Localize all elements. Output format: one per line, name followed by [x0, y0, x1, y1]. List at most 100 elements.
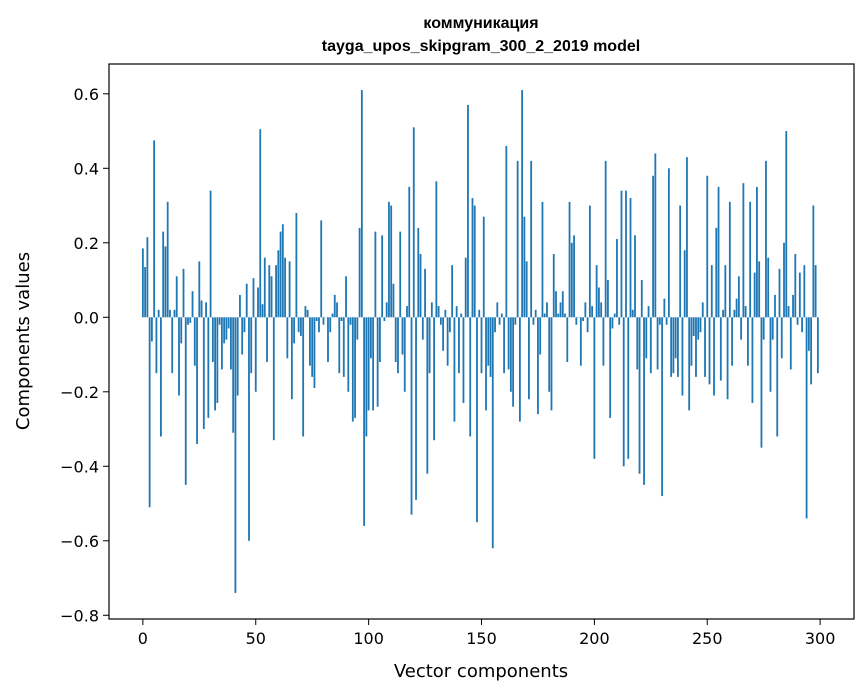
bar: [597, 287, 600, 318]
bar: [787, 306, 790, 318]
bar: [437, 306, 440, 318]
bar: [248, 317, 250, 541]
bar: [259, 129, 262, 318]
bar: [537, 317, 539, 415]
bar: [435, 181, 438, 318]
bar: [735, 298, 738, 318]
bar: [523, 216, 526, 318]
bar: [171, 317, 174, 374]
bar: [561, 291, 564, 318]
bar: [365, 317, 368, 437]
bar: [719, 317, 722, 381]
bar: [756, 186, 758, 318]
bar: [778, 268, 781, 318]
bar: [645, 317, 648, 359]
bar: [333, 294, 336, 318]
bar: [478, 309, 481, 318]
bar: [180, 317, 183, 344]
bar: [216, 317, 219, 403]
bar: [724, 265, 727, 318]
x-tick-label: 100: [353, 629, 384, 648]
bar: [518, 317, 521, 422]
bar: [783, 242, 785, 318]
bar: [751, 317, 754, 403]
bar: [198, 261, 201, 318]
bar: [155, 317, 158, 374]
bar: [439, 317, 442, 325]
bar: [728, 201, 731, 318]
bar: [812, 205, 815, 318]
bar: [733, 309, 736, 318]
bar: [209, 190, 212, 318]
bar: [430, 302, 433, 318]
bar: [742, 183, 745, 318]
bar: [442, 317, 445, 351]
bar: [715, 227, 718, 318]
bar: [688, 317, 691, 411]
bar: [385, 302, 388, 318]
bar: [207, 317, 210, 418]
bar: [473, 205, 476, 318]
bar: [618, 317, 621, 325]
bar: [604, 160, 607, 318]
bar: [166, 201, 169, 318]
bar: [593, 317, 596, 459]
bar: [710, 265, 713, 318]
bar: [458, 317, 460, 374]
bar: [261, 304, 264, 318]
bar: [692, 317, 695, 336]
bar: [146, 237, 149, 318]
bar: [367, 317, 370, 411]
bar: [509, 317, 512, 392]
bar: [311, 317, 314, 377]
bar: [464, 257, 467, 318]
bar: [211, 317, 214, 362]
bar: [613, 313, 616, 318]
bar: [500, 313, 503, 318]
bar: [746, 317, 749, 366]
bar: [704, 317, 706, 377]
bar: [232, 317, 235, 433]
bar: [406, 306, 408, 318]
bar: [390, 205, 393, 318]
bar: [230, 317, 232, 370]
bar: [187, 317, 189, 325]
bar: [794, 253, 797, 318]
y-tick-label: −0.8: [60, 606, 99, 625]
bar: [254, 317, 257, 392]
bar: [512, 317, 515, 407]
y-tick-label: 0.2: [74, 234, 99, 253]
bar: [331, 313, 334, 318]
bar: [379, 317, 381, 362]
bar: [320, 220, 323, 318]
bar: [169, 309, 171, 318]
bar: [769, 317, 772, 392]
bar: [397, 317, 399, 374]
bar: [381, 235, 384, 318]
x-axis-ticks: 0 50 100 150 200 250 300: [138, 619, 835, 648]
bar: [591, 306, 594, 318]
x-tick-label: 250: [692, 629, 723, 648]
bar: [796, 317, 799, 325]
bar: [550, 317, 553, 411]
bar: [150, 317, 153, 342]
bar: [164, 246, 167, 318]
bar: [602, 317, 605, 366]
bar: [762, 317, 765, 340]
bar: [318, 317, 320, 333]
bar: [448, 317, 451, 333]
bar: [816, 317, 819, 374]
bar: [491, 317, 494, 549]
y-tick-label: −0.4: [60, 457, 99, 476]
bar: [780, 317, 783, 359]
bar: [717, 186, 720, 318]
bar: [708, 317, 711, 385]
bar: [609, 317, 612, 418]
y-tick-label: −0.2: [60, 383, 99, 402]
bar: [284, 257, 286, 318]
bar: [345, 276, 347, 318]
bar: [625, 190, 627, 318]
bar: [767, 257, 770, 318]
bar: [552, 253, 555, 318]
bar: [647, 306, 650, 318]
